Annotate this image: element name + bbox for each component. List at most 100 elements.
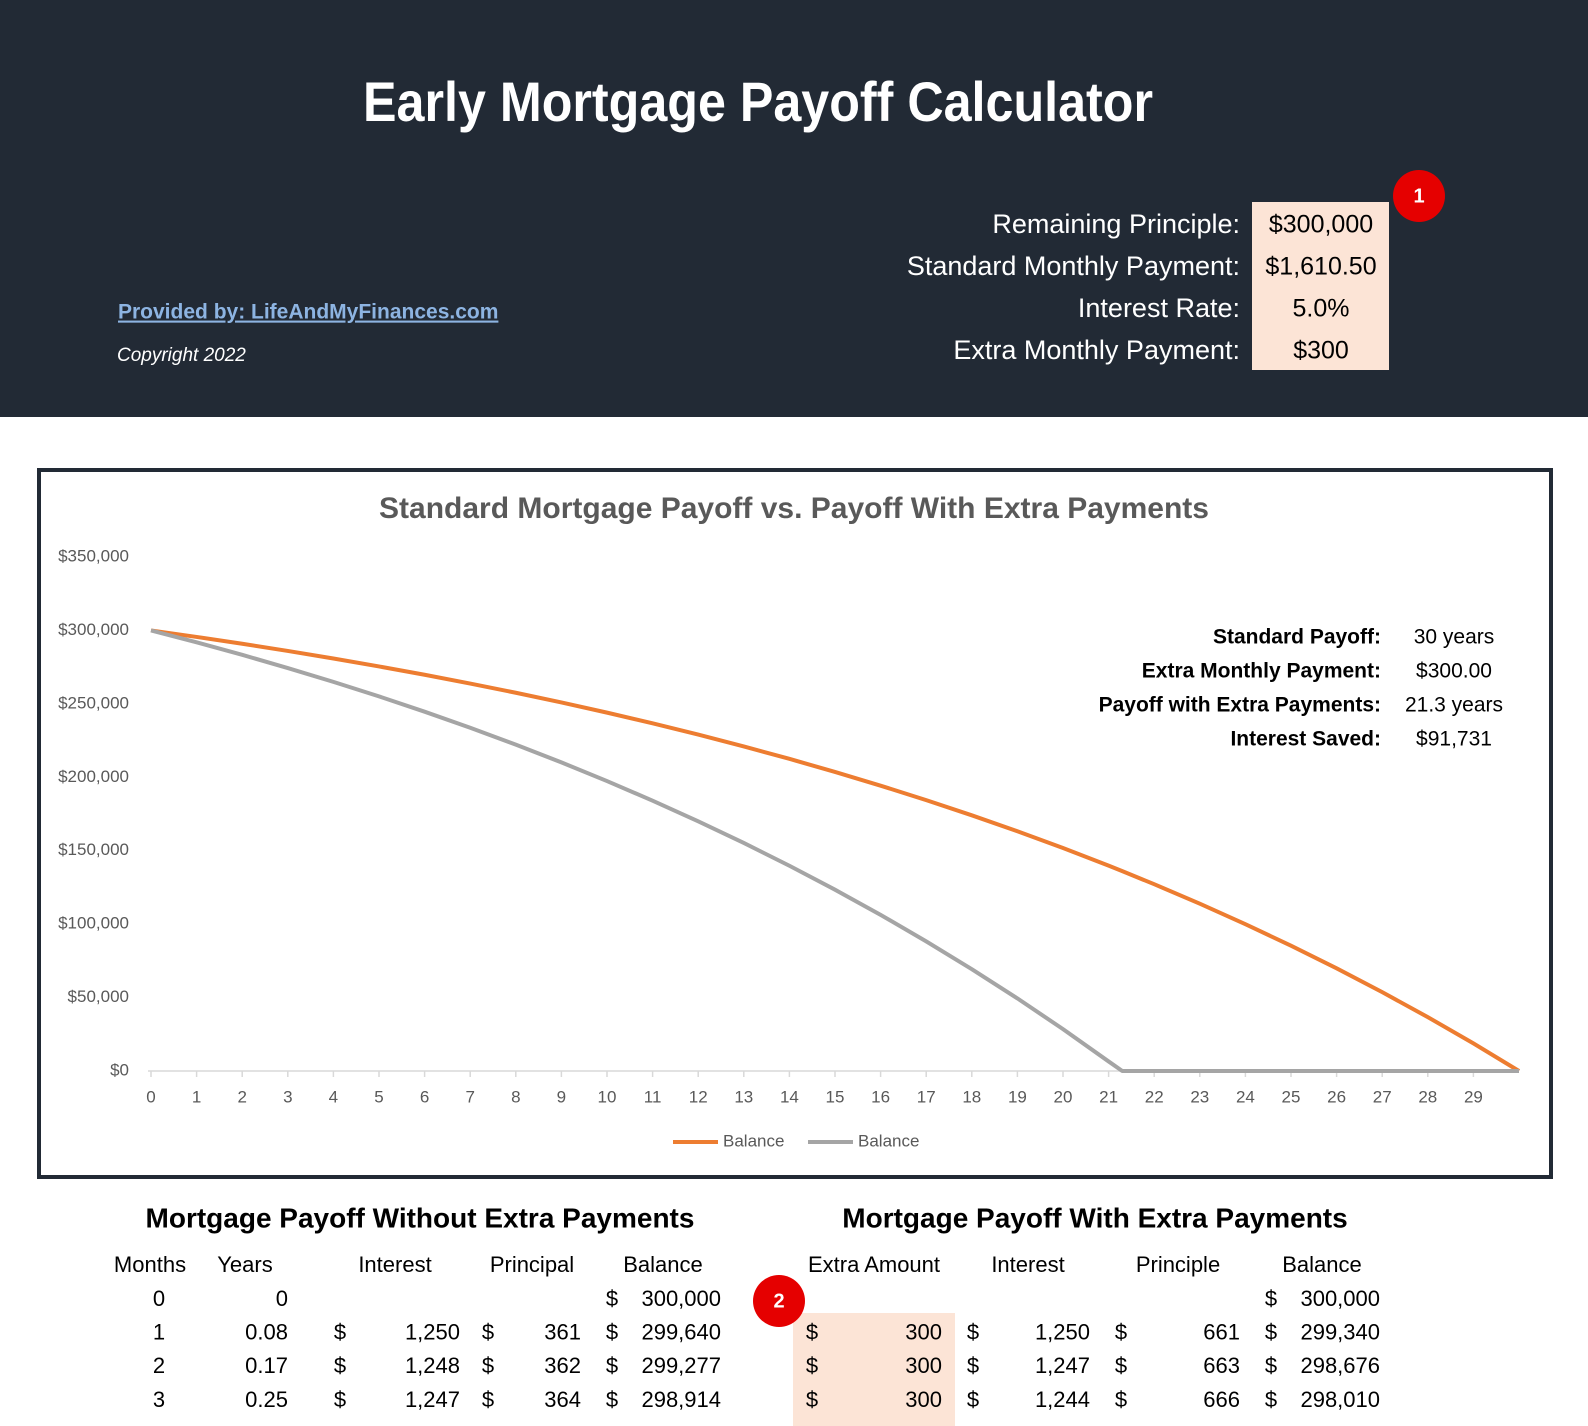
cell: 300	[905, 1387, 942, 1412]
x-tick-label: 16	[871, 1087, 890, 1106]
currency-sign: $	[967, 1353, 979, 1378]
x-tick-label: 23	[1190, 1087, 1209, 1106]
column-header: Principle	[1136, 1252, 1220, 1277]
x-tick-label: 13	[734, 1087, 753, 1106]
cell: 300,000	[1300, 1286, 1380, 1311]
x-tick-label: 8	[511, 1087, 520, 1106]
column-header: Extra Amount	[808, 1252, 940, 1277]
cell: 0.25	[245, 1387, 288, 1412]
currency-sign: $	[806, 1353, 818, 1378]
stat-label: Extra Monthly Payment:	[1142, 660, 1381, 683]
column-header: Balance	[1282, 1252, 1362, 1277]
cell: 661	[1203, 1320, 1240, 1345]
x-tick-label: 12	[689, 1087, 708, 1106]
currency-sign: $	[1265, 1353, 1277, 1378]
input-cells	[1252, 202, 1389, 370]
cell: 0	[276, 1286, 288, 1311]
x-tick-label: 27	[1373, 1087, 1392, 1106]
stat-label: Standard Payoff:	[1213, 626, 1381, 649]
y-tick-label: $200,000	[58, 767, 129, 786]
x-tick-label: 20	[1054, 1087, 1073, 1106]
x-tick-label: 24	[1236, 1087, 1255, 1106]
currency-sign: $	[482, 1387, 494, 1412]
currency-sign: $	[334, 1387, 346, 1412]
cell: 1,244	[1035, 1387, 1090, 1412]
table-title: Mortgage Payoff Without Extra Payments	[146, 1202, 695, 1233]
column-header: Months	[114, 1252, 186, 1277]
currency-sign: $	[1265, 1320, 1277, 1345]
y-tick-label: $100,000	[58, 914, 129, 933]
cell: 1,247	[1035, 1353, 1090, 1378]
x-tick-label: 1	[192, 1087, 201, 1106]
x-tick-label: 4	[329, 1087, 338, 1106]
x-tick-label: 29	[1464, 1087, 1483, 1106]
cell: 361	[544, 1320, 581, 1345]
currency-sign: $	[806, 1387, 818, 1412]
x-tick-label: 3	[283, 1087, 292, 1106]
x-tick-label: 26	[1327, 1087, 1346, 1106]
input-label: Interest Rate:	[1078, 293, 1240, 323]
cell: 298,010	[1300, 1387, 1380, 1412]
currency-sign: $	[1115, 1387, 1127, 1412]
x-tick-label: 25	[1282, 1087, 1301, 1106]
input-label: Remaining Principle:	[992, 209, 1240, 239]
cell: 299,640	[641, 1320, 721, 1345]
currency-sign: $	[1265, 1387, 1277, 1412]
x-tick-label: 7	[465, 1087, 474, 1106]
stat-value: 30 years	[1414, 626, 1495, 649]
cell: 298,676	[1300, 1353, 1380, 1378]
currency-sign: $	[482, 1320, 494, 1345]
x-tick-label: 18	[962, 1087, 981, 1106]
y-tick-label: $350,000	[58, 546, 129, 565]
currency-sign: $	[1115, 1353, 1127, 1378]
cell: 1	[153, 1320, 165, 1345]
currency-sign: $	[334, 1320, 346, 1345]
legend-label: Balance	[723, 1131, 784, 1150]
cell: 0.08	[245, 1320, 288, 1345]
column-header: Interest	[991, 1252, 1064, 1277]
cell: 2	[153, 1353, 165, 1378]
y-tick-label: $150,000	[58, 840, 129, 859]
provider-link[interactable]: Provided by: LifeAndMyFinances.com	[118, 301, 498, 324]
stat-value: $91,731	[1416, 728, 1492, 751]
cell: 362	[544, 1353, 581, 1378]
currency-sign: $	[967, 1387, 979, 1412]
currency-sign: $	[1265, 1286, 1277, 1311]
chart-title: Standard Mortgage Payoff vs. Payoff With…	[379, 492, 1209, 525]
currency-sign: $	[967, 1320, 979, 1345]
cell: 663	[1203, 1353, 1240, 1378]
cell: 299,277	[641, 1353, 721, 1378]
currency-sign: $	[482, 1353, 494, 1378]
currency-sign: $	[606, 1387, 618, 1412]
cell: 1,250	[1035, 1320, 1090, 1345]
marker-label: 1	[1413, 185, 1424, 207]
table-title: Mortgage Payoff With Extra Payments	[842, 1202, 1347, 1233]
x-tick-label: 28	[1418, 1087, 1437, 1106]
input-label: Standard Monthly Payment:	[907, 251, 1240, 281]
marker-circle	[1393, 170, 1445, 222]
cell: 364	[544, 1387, 581, 1412]
cell: 0.17	[245, 1353, 288, 1378]
cell: 1,247	[405, 1387, 460, 1412]
cell: 299,340	[1300, 1320, 1380, 1345]
balance-line	[150, 628, 1519, 1073]
marker-circle	[753, 1275, 805, 1327]
x-tick-label: 21	[1099, 1087, 1118, 1106]
stat-value: 21.3 years	[1405, 694, 1503, 717]
chart-frame	[37, 468, 1553, 1179]
cell: 300	[905, 1320, 942, 1345]
x-tick-label: 14	[780, 1087, 799, 1106]
currency-sign: $	[606, 1320, 618, 1345]
x-tick-label: 9	[557, 1087, 566, 1106]
column-header: Interest	[358, 1252, 431, 1277]
cell: 1,250	[405, 1320, 460, 1345]
x-tick-label: 0	[146, 1087, 155, 1106]
x-tick-label: 11	[644, 1087, 662, 1106]
x-tick-label: 17	[917, 1087, 936, 1106]
input-value: 5.0%	[1293, 295, 1350, 323]
column-header: Balance	[623, 1252, 703, 1277]
stat-label: Interest Saved:	[1230, 728, 1381, 751]
input-value: $1,610.50	[1265, 253, 1376, 281]
